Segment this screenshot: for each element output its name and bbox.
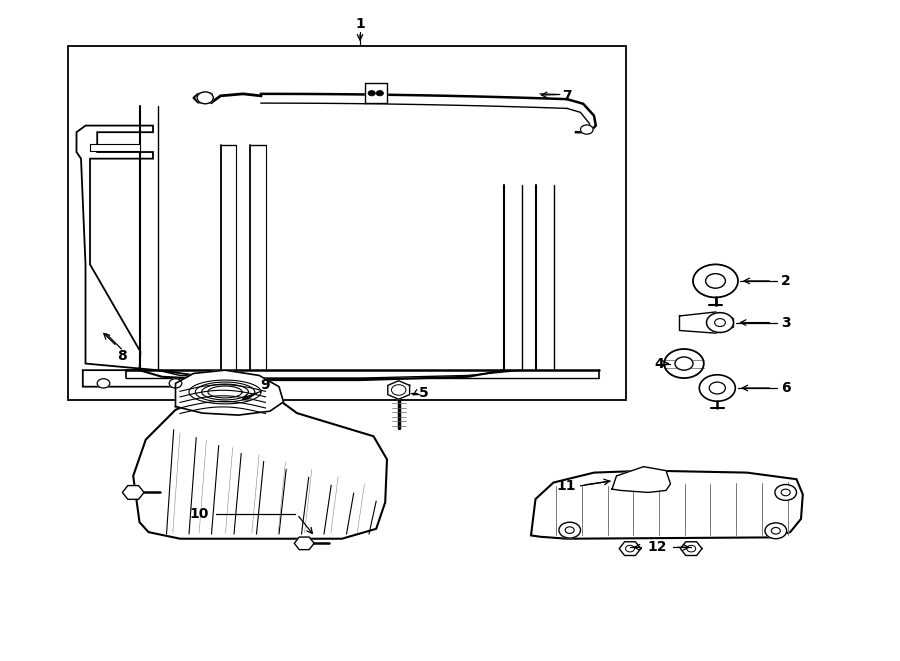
Polygon shape <box>531 471 803 539</box>
Text: 10: 10 <box>189 507 209 522</box>
Circle shape <box>775 485 796 500</box>
Circle shape <box>368 91 375 96</box>
Bar <box>90 144 140 151</box>
Polygon shape <box>364 83 387 103</box>
Circle shape <box>565 527 574 533</box>
Polygon shape <box>122 486 144 499</box>
Polygon shape <box>612 467 670 492</box>
Circle shape <box>715 319 725 327</box>
Circle shape <box>197 92 213 104</box>
Circle shape <box>706 313 733 332</box>
Circle shape <box>664 349 704 378</box>
Text: 6: 6 <box>781 381 791 395</box>
Circle shape <box>709 382 725 394</box>
Polygon shape <box>680 312 734 333</box>
Circle shape <box>580 125 593 134</box>
Bar <box>68 46 626 400</box>
Circle shape <box>169 379 182 388</box>
Polygon shape <box>619 542 641 555</box>
Polygon shape <box>194 94 212 102</box>
Circle shape <box>626 545 634 552</box>
Polygon shape <box>294 537 314 550</box>
Polygon shape <box>388 381 410 399</box>
Circle shape <box>765 523 787 539</box>
Circle shape <box>675 357 693 370</box>
Polygon shape <box>176 370 284 415</box>
Polygon shape <box>76 126 216 387</box>
Polygon shape <box>680 542 702 555</box>
Polygon shape <box>133 391 387 539</box>
Circle shape <box>376 91 383 96</box>
Text: 9: 9 <box>261 377 270 392</box>
Circle shape <box>97 379 110 388</box>
Circle shape <box>781 489 790 496</box>
Text: 11: 11 <box>556 479 576 493</box>
Circle shape <box>771 527 780 534</box>
Text: 8: 8 <box>117 348 126 363</box>
Circle shape <box>687 545 696 552</box>
Text: 3: 3 <box>781 315 791 330</box>
Circle shape <box>706 274 725 288</box>
Circle shape <box>693 264 738 297</box>
Circle shape <box>559 522 580 538</box>
Text: 7: 7 <box>562 89 572 103</box>
Text: 5: 5 <box>418 386 428 401</box>
Text: 12: 12 <box>647 540 667 555</box>
Circle shape <box>699 375 735 401</box>
Text: 2: 2 <box>781 274 791 288</box>
Circle shape <box>392 385 406 395</box>
Text: 1: 1 <box>356 17 364 32</box>
Text: 4: 4 <box>654 356 664 371</box>
